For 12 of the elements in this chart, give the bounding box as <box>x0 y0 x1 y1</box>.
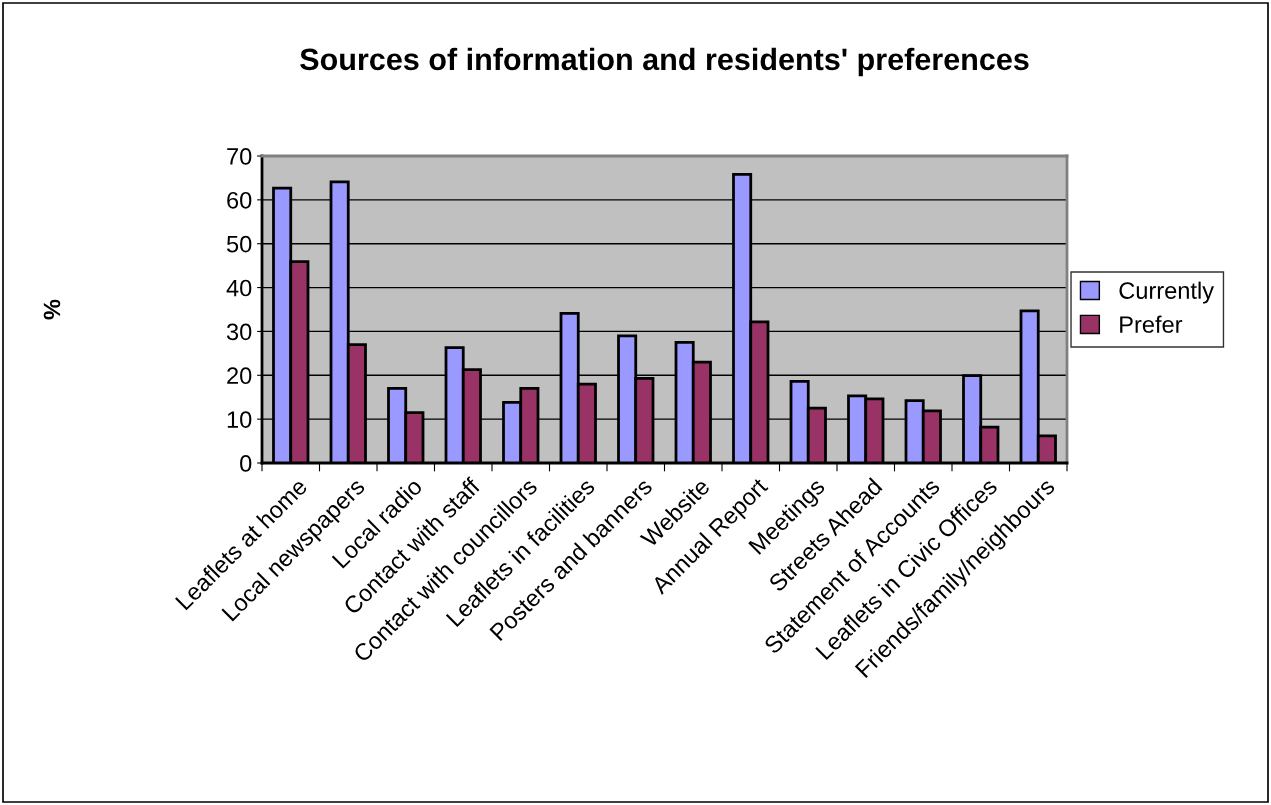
y-tick-label: 70 <box>227 148 252 165</box>
y-axis-title: % <box>43 299 61 320</box>
chart-title: Sources of information and residents' preferences <box>300 47 1029 77</box>
y-tick-label: 10 <box>227 411 252 428</box>
y-tick-label: 60 <box>227 191 252 209</box>
y-tick-label: 0 <box>240 455 252 472</box>
legend-label: Prefer <box>1120 315 1183 333</box>
y-tick-label: 30 <box>226 323 252 341</box>
y-tick-label: 50 <box>226 235 252 253</box>
y-tick-label: 40 <box>226 279 252 297</box>
legend-label: Currently <box>1119 281 1214 304</box>
y-tick-label: 20 <box>227 367 252 385</box>
